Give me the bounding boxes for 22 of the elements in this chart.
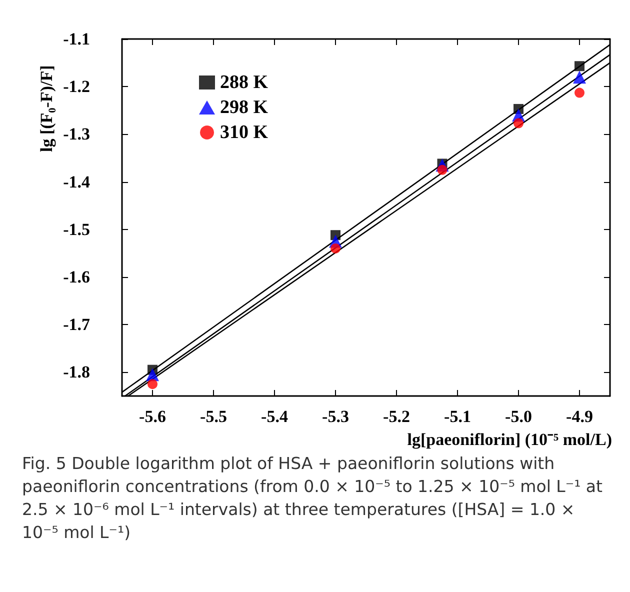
y-tick-label: -1.1 — [63, 30, 90, 48]
y-tick-label: -1.4 — [63, 172, 90, 192]
x-tick-label: -5.5 — [200, 407, 227, 426]
caption: Fig. 5 Double logarithm plot of HSA + paeoniflorin solutions with paeoniflorin concentrations (from 0.0 × 10⁻⁵ to 1.25 × 10⁻⁵ mol L⁻¹ at 2.5 × 10⁻⁶ mol L⁻¹ intervals) at three temperatures ([HSA] = 1.0 × 10⁻⁵ mol L⁻¹) — [22, 453, 604, 544]
y-tick-label: -1.3 — [63, 124, 90, 144]
x-tick-label: -5.2 — [383, 407, 410, 426]
legend-label: 310 K — [220, 122, 268, 143]
x-tick-label: -5.0 — [505, 407, 532, 426]
x-tick-label: -5.1 — [444, 407, 471, 426]
x-tick-label: -5.6 — [139, 407, 166, 426]
y-tick-label: -1.6 — [63, 268, 90, 286]
y-tick-label: -1.7 — [63, 315, 90, 334]
y-axis-title: lg [(F₀-F)/F] — [37, 65, 56, 152]
x-tick-label: -5.3 — [322, 407, 349, 426]
y-tick-label: -1.5 — [63, 220, 90, 239]
legend-label: 298 K — [220, 97, 268, 118]
x-axis-title: lg[paeoniflorin] (10⁻⁵ mol/L) — [407, 430, 612, 449]
legend-label: 288 K — [220, 72, 268, 93]
x-tick-label: -5.4 — [261, 407, 288, 426]
x-tick-label: -4.9 — [566, 407, 593, 426]
y-tick-label: -1.8 — [63, 362, 90, 382]
y-tick-label: -1.2 — [63, 77, 90, 96]
